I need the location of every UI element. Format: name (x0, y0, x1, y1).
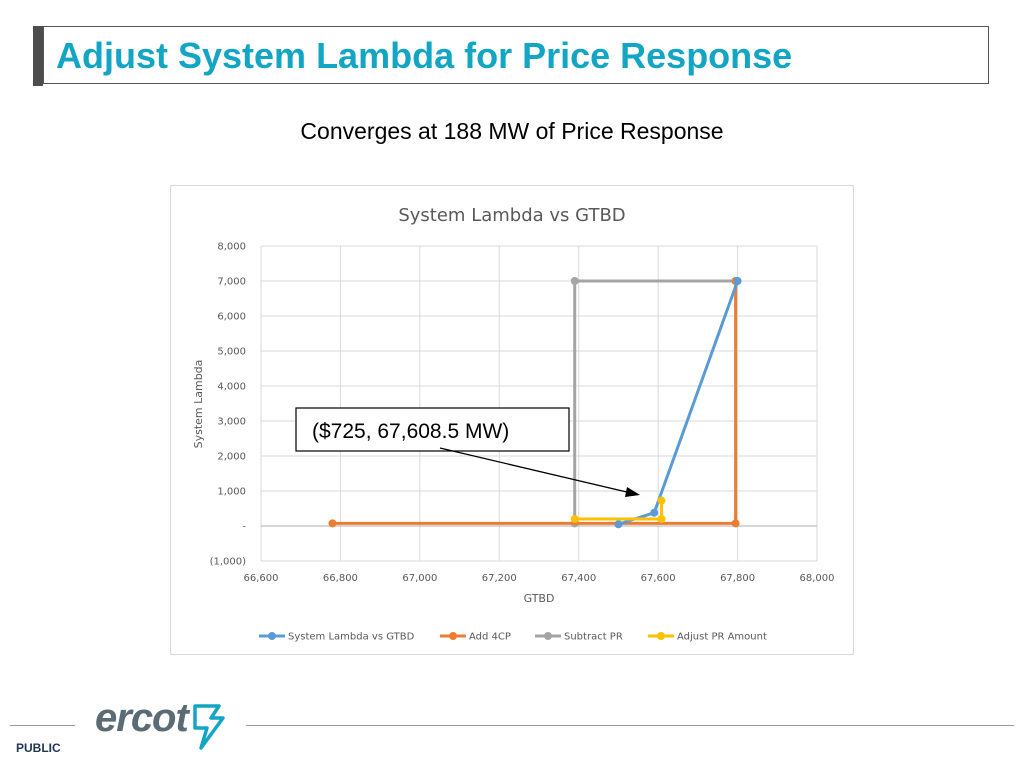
y-tick-label: 1,000 (217, 487, 246, 498)
y-axis-title: System Lambda (192, 360, 205, 449)
legend-label: Adjust PR Amount (677, 632, 767, 643)
annotation-callout-box (295, 407, 570, 452)
data-point (733, 277, 742, 285)
annotation-arrow (439, 447, 632, 494)
title-box: Adjust System Lambda for Price Response (43, 26, 989, 84)
x-tick-label: 66,800 (323, 573, 358, 584)
legend-marker (657, 632, 665, 640)
legend-label: Add 4CP (469, 632, 511, 643)
data-point (650, 508, 659, 517)
x-axis-title: GTBD (524, 592, 555, 605)
series-line (332, 281, 738, 525)
y-tick-label: 4,000 (217, 382, 246, 393)
y-tick-label: 5,000 (217, 347, 246, 358)
x-tick-label: 67,400 (561, 573, 596, 584)
data-point (731, 519, 740, 528)
x-tick-label: 68,000 (800, 573, 835, 584)
x-tick-label: 67,000 (402, 573, 437, 584)
legend-label: System Lambda vs GTBD (288, 632, 415, 643)
data-point (657, 496, 666, 505)
data-point (328, 519, 337, 528)
y-tick-label: 7,000 (217, 277, 246, 288)
data-point (570, 277, 579, 285)
y-tick-label: 3,000 (217, 417, 246, 428)
footer-divider-left (10, 725, 75, 726)
slide-subtitle: Converges at 188 MW of Price Response (300, 118, 724, 144)
series-line (574, 500, 663, 521)
chart-title: System Lambda vs GTBD (398, 205, 625, 226)
slide-title: Adjust System Lambda for Price Response (56, 35, 793, 76)
chart-legend: System Lambda vs GTBD Add 4CP Subtract PR A… (259, 632, 767, 643)
annotation-arrowhead (625, 487, 640, 497)
y-tick-label: (1,000) (210, 557, 247, 568)
legend-marker (544, 632, 552, 640)
footer-divider-right (246, 725, 1014, 726)
annotation-label: ($725, 67,608.5 MW) (312, 420, 509, 443)
legend-label: Subtract PR (564, 632, 623, 643)
y-tick-label: 2,000 (217, 452, 246, 463)
series-line (573, 279, 736, 524)
y-tick-label: - (242, 522, 246, 533)
ercot-logo-wordmark: ercot (95, 696, 189, 740)
data-point (657, 515, 666, 523)
y-tick-label: 6,000 (217, 312, 246, 323)
x-tick-label: 67,800 (720, 573, 755, 584)
chart-axes: 66,600 66,800 67,000 67,200 67,400 67,600 67,8… (210, 242, 835, 585)
y-tick-label: 8,000 (217, 242, 246, 253)
legend-marker (449, 632, 457, 640)
x-tick-label: 67,600 (641, 573, 676, 584)
x-tick-label: 67,200 (482, 573, 517, 584)
x-tick-label: 66,600 (244, 573, 279, 584)
title-accent-bar (33, 26, 43, 86)
classification-label: PUBLIC (16, 741, 61, 755)
chart-annotation: ($725, 67,608.5 MW) (295, 407, 640, 497)
legend-marker (268, 632, 276, 640)
data-point (570, 515, 579, 523)
ercot-logo-mark-icon (193, 704, 225, 750)
chart-series (328, 277, 742, 529)
series-line (617, 280, 740, 526)
data-point (614, 520, 623, 529)
